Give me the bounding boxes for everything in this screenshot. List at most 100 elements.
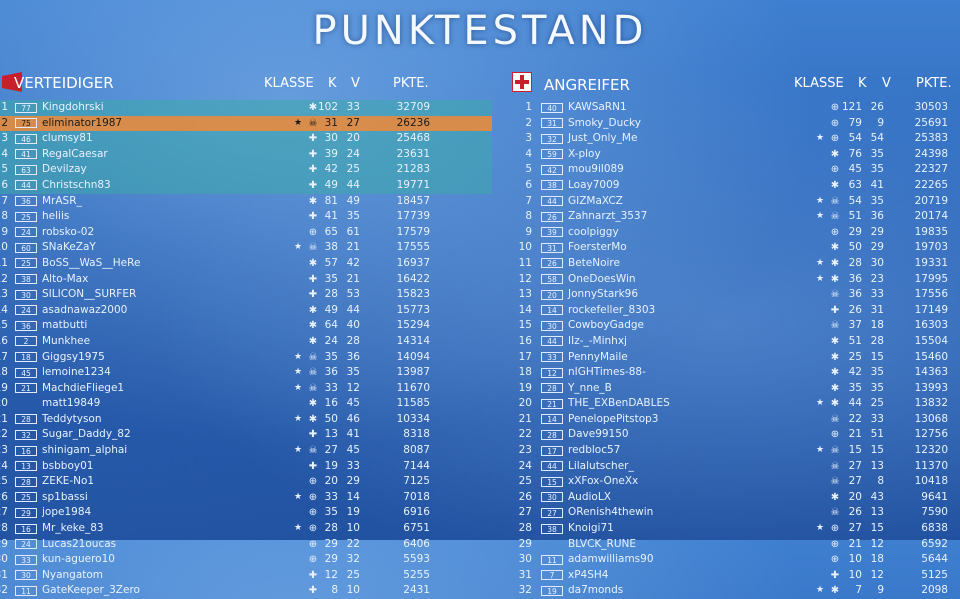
player-row[interactable]: 19 28 Y_nne_B ✱ 35 35 13993	[508, 381, 960, 397]
player-row[interactable]: 19 21 MachdieFliege1 ★ ☠ 33 12 11670	[0, 381, 492, 397]
player-row[interactable]: 24 44 Lilalutscher_ ☠ 27 13 11370	[508, 459, 960, 475]
player-row[interactable]: 8 25 heliis ✚ 41 35 17739	[0, 209, 492, 225]
player-row[interactable]: 27 27 ORenish4thewin ☠ 26 13 7590	[508, 505, 960, 521]
player-row[interactable]: 23 16 shinigam_alphai ★ ☠ 27 45 8087	[0, 443, 492, 459]
player-row[interactable]: 26 25 sp1bassi ★ ⊕ 33 14 7018	[0, 490, 492, 506]
player-rank: 16	[518, 334, 532, 347]
player-row[interactable]: 2 31 Smoky_Ducky ⊕ 79 9 25691	[508, 116, 960, 132]
player-deaths: 15	[870, 522, 884, 535]
player-row[interactable]: 3 46 clumsy81 ✚ 30 20 25468	[0, 131, 492, 147]
player-row[interactable]: 26 30 AudioLX ✱ 20 43 9641	[508, 490, 960, 506]
player-deaths: 33	[870, 288, 884, 301]
player-class-icon: ☠	[830, 289, 840, 301]
player-deaths: 45	[346, 444, 360, 457]
player-class-icon: ☠	[830, 507, 840, 519]
player-row[interactable]: 28 16 Mr_keke_83 ★ ⊕ 28 10 6751	[0, 521, 492, 537]
player-row[interactable]: 5 63 Devilzay ✚ 42 25 21283	[0, 162, 492, 178]
player-kills: 19	[324, 459, 338, 472]
player-name: Loay7009	[568, 178, 620, 191]
player-rank: 31	[518, 568, 532, 581]
player-level-badge: 16	[15, 445, 37, 456]
player-row[interactable]: 4 59 X-ploy ✱ 76 35 24398	[508, 147, 960, 163]
player-row[interactable]: 24 13 bsbboy01 ✚ 19 33 7144	[0, 459, 492, 475]
player-row[interactable]: 14 24 asadnawaz2000 ✱ 49 44 15773	[0, 303, 492, 319]
player-rank: 19	[0, 381, 8, 394]
player-class-icon: ⊕	[830, 523, 840, 535]
player-row[interactable]: 10 31 FoersterMo ✱ 50 29 19703	[508, 240, 960, 256]
player-row[interactable]: 4 41 RegalCaesar ✚ 39 24 23631	[0, 146, 492, 163]
player-level-badge: 18	[15, 352, 37, 362]
player-row[interactable]: 3 32 Just_Only_Me ★ ⊕ 54 54 25383	[508, 131, 960, 147]
player-level-badge: 25	[15, 492, 37, 503]
attackers-list: 1 40 KAWSaRN1 ⊕ 121 26 30503 2 31 Smoky_Ducky ⊕ 79 9…	[508, 100, 960, 599]
player-kills: 35	[848, 381, 862, 394]
player-row[interactable]: 23 17 redbloc57 ★ ☠ 15 15 12320	[508, 443, 960, 459]
player-row[interactable]: 25 28 ZEKE-No1 ⊕ 20 29 7125	[0, 474, 492, 490]
player-row[interactable]: 15 30 CowboyGadge ☠ 37 18 16303	[508, 318, 960, 334]
player-row[interactable]: 11 26 BeteNoire ★ ✱ 28 30 19331	[508, 256, 960, 272]
player-deaths: 29	[870, 241, 884, 254]
player-level-badge: 58	[541, 274, 563, 285]
player-row[interactable]: 20 21 THE_EXBenDABLES ★ ✱ 44 25 13832	[508, 396, 960, 412]
player-row[interactable]: 18 12 nIGHTimes-88- ✱ 42 35 14363	[508, 365, 960, 381]
player-row[interactable]: 18 45 lemoine1234 ★ ☠ 36 35 13987	[0, 365, 492, 381]
player-kills: 57	[324, 256, 338, 269]
player-level-badge: 30	[15, 570, 37, 581]
player-row[interactable]: 20 matt19849 ✱ 16 45 11585	[0, 396, 492, 412]
player-kills: 24	[324, 334, 338, 347]
medal-star-icon: ★	[816, 195, 825, 206]
player-row[interactable]: 30 11 adamwilliams90 ⊕ 10 18 5644	[508, 552, 960, 568]
player-row[interactable]: 5 42 mou9il089 ⊕ 45 35 22327	[508, 162, 960, 178]
player-row[interactable]: 2 75 eliminator1987 ★ ☠ 31 27 26236	[0, 115, 492, 132]
player-row[interactable]: 13 20 JonnyStark96 ☠ 36 33 17556	[508, 287, 960, 303]
player-row[interactable]: 22 28 Dave99150 ⊕ 21 51 12756	[508, 427, 960, 443]
player-row[interactable]: 17 33 PennyMaile ✱ 25 15 15460	[508, 350, 960, 366]
player-points: 8318	[403, 428, 430, 441]
player-row[interactable]: 9 24 robsko-02 ⊕ 65 61 17579	[0, 225, 492, 241]
player-row[interactable]: 14 14 rockefeller_8303 ✚ 26 31 17149	[508, 303, 960, 319]
player-row[interactable]: 8 26 Zahnarzt_3537 ★ ☠ 51 36 20174	[508, 209, 960, 225]
medal-star-icon: ★	[294, 242, 303, 253]
player-row[interactable]: 22 32 Sugar_Daddy_82 ✚ 13 41 8318	[0, 427, 492, 443]
player-row[interactable]: 1 40 KAWSaRN1 ⊕ 121 26 30503	[508, 100, 960, 116]
player-row[interactable]: 9 39 coolpiggy ⊕ 29 29 19835	[508, 225, 960, 241]
player-row[interactable]: 6 38 Loay7009 ✱ 63 41 22265	[508, 178, 960, 194]
player-row[interactable]: 7 36 MrASR_ ✱ 81 49 18457	[0, 194, 492, 210]
player-row[interactable]: 21 14 PenelopePitstop3 ☠ 22 33 13068	[508, 412, 960, 428]
player-kills: 76	[848, 147, 862, 160]
player-class-icon: ⊕	[830, 164, 840, 176]
player-row[interactable]: 7 44 GIZMaXCZ ★ ☠ 54 35 20719	[508, 194, 960, 210]
player-deaths: 61	[346, 225, 360, 238]
player-row[interactable]: 25 15 xXFox-OneXx ☠ 27 8 10418	[508, 474, 960, 490]
player-row[interactable]: 31 7 xP4SH4 ✚ 10 12 5125	[508, 568, 960, 584]
player-row[interactable]: 12 58 OneDoesWin ★ ✱ 36 23 17995	[508, 272, 960, 288]
player-points: 6916	[403, 506, 430, 519]
player-row[interactable]: 10 60 SNaKeZaY ★ ☠ 38 21 17555	[0, 240, 492, 256]
player-row[interactable]: 17 18 Giggsy1975 ★ ☠ 35 36 14094	[0, 350, 492, 366]
player-row[interactable]: 1 77 Kingdohrski ✱ 102 33 32709	[0, 100, 492, 116]
player-row[interactable]: 16 2 Munkhee ✱ 24 28 14314	[0, 334, 492, 350]
player-row[interactable]: 27 29 jope1984 ⊕ 35 19 6916	[0, 505, 492, 521]
player-deaths: 13	[870, 506, 884, 519]
player-row[interactable]: 15 36 matbutti ✱ 64 40 15294	[0, 318, 492, 334]
player-row[interactable]: 13 30 SILICON__SURFER ✚ 28 53 15823	[0, 287, 492, 303]
player-points: 25468	[396, 132, 430, 145]
player-deaths: 20	[346, 132, 360, 145]
player-class-icon: ✱	[308, 335, 318, 347]
player-rank: 1	[525, 101, 532, 113]
player-row[interactable]: 11 25 BoSS__WaS__HeRe ✱ 57 42 16937	[0, 256, 492, 272]
player-row[interactable]: 16 44 IIz-_-Minhxj ✱ 51 28 15504	[508, 334, 960, 350]
player-row[interactable]: 6 44 Christschn83 ✚ 49 44 19771	[0, 177, 492, 194]
player-rank: 4	[525, 147, 532, 160]
player-row[interactable]: 28 38 Knoigi71 ★ ⊕ 27 15 6838	[508, 521, 960, 537]
player-row[interactable]: 21 28 Teddytyson ★ ✱ 50 46 10334	[0, 412, 492, 428]
medal-star-icon: ★	[294, 367, 303, 378]
player-row[interactable]: 29 BLVCK_RUNE ⊕ 21 12 6592	[508, 537, 960, 553]
player-row[interactable]: 12 38 Alto-Max ✚ 35 21 16422	[0, 272, 492, 288]
player-kills: 28	[848, 256, 862, 269]
player-row[interactable]: 32 19 da7monds ★ ✱ 7 9 2098	[508, 583, 960, 599]
